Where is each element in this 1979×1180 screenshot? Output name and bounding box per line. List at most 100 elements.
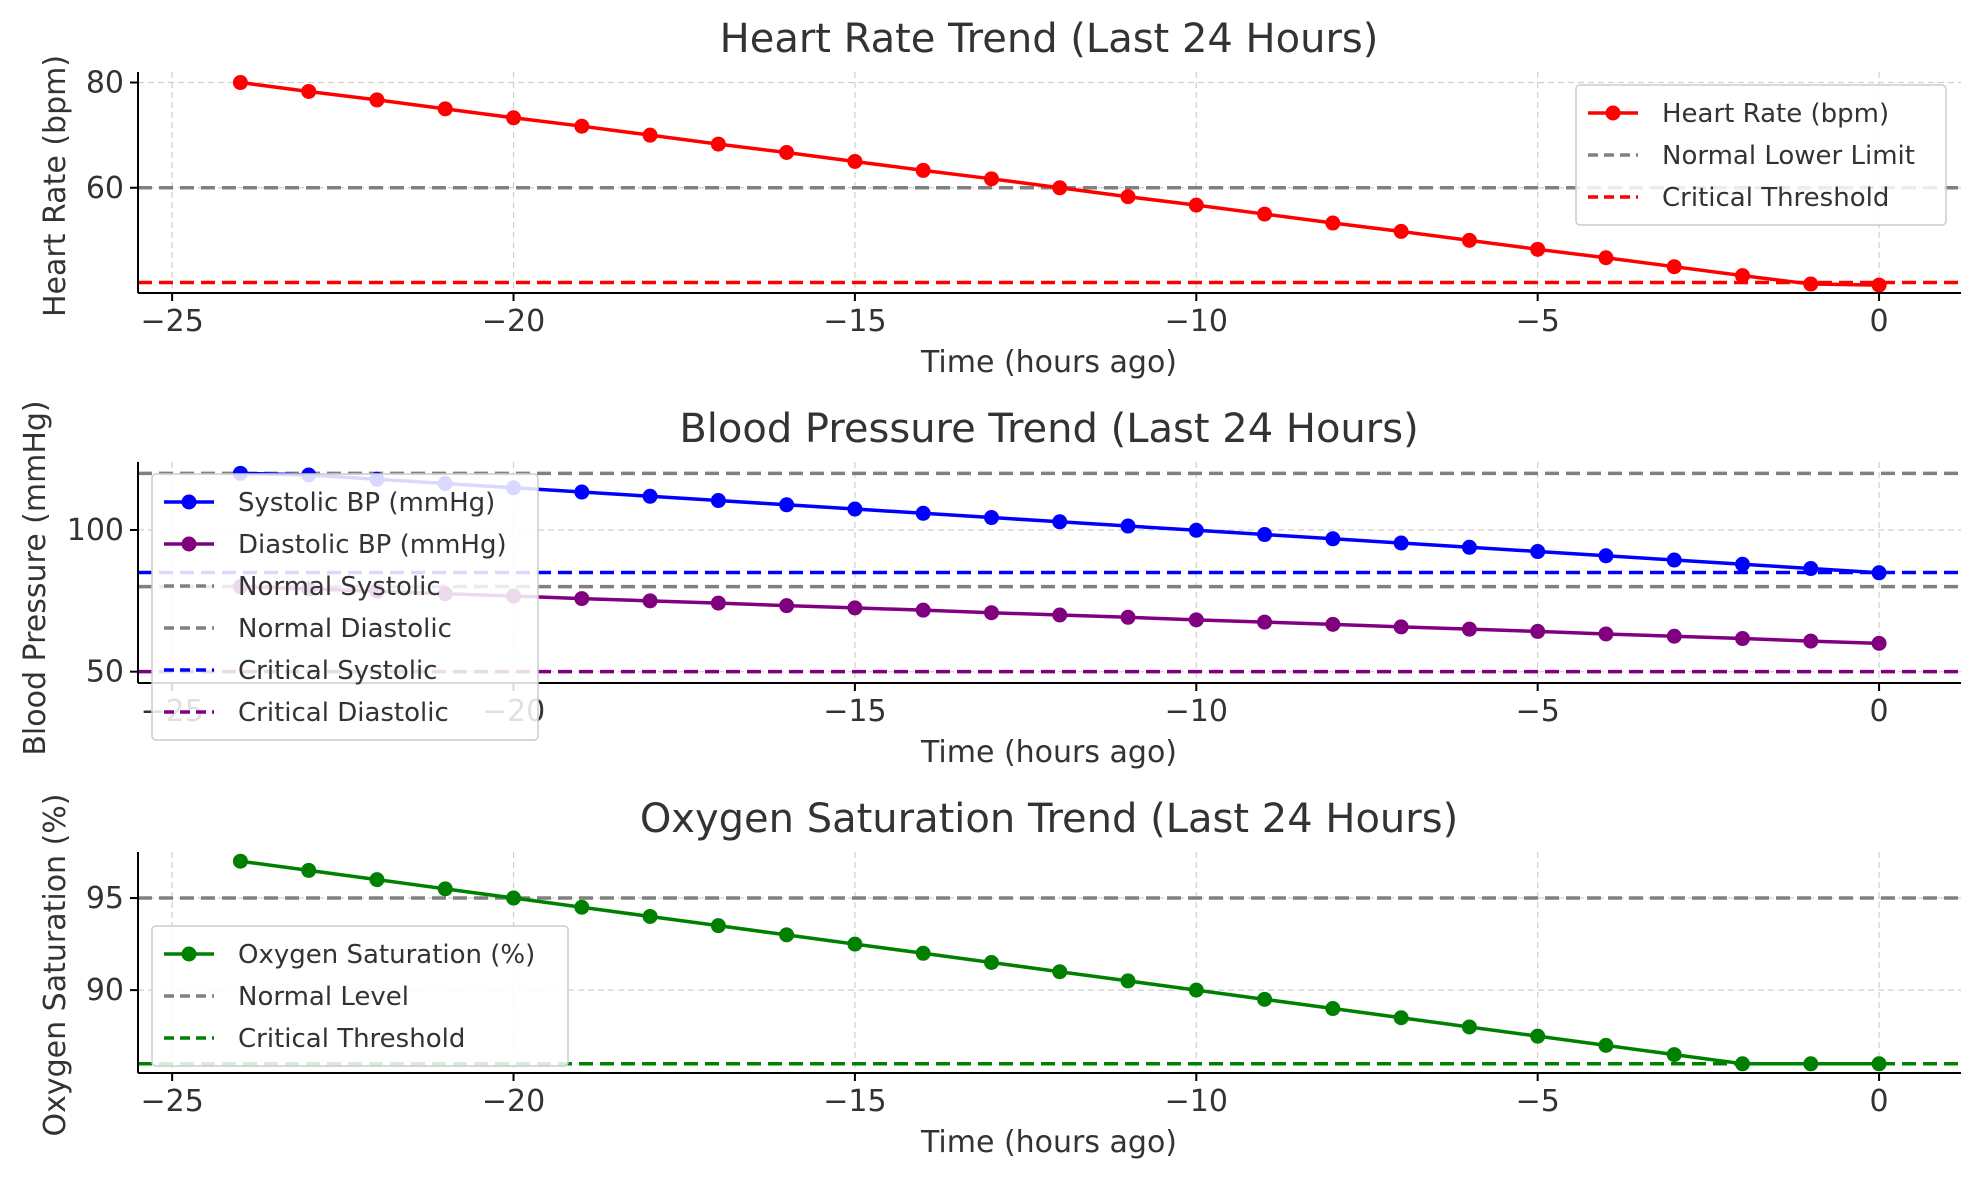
data-point xyxy=(232,853,248,869)
data-point xyxy=(1052,607,1068,623)
data-point xyxy=(1461,539,1477,555)
data-point xyxy=(1666,628,1682,644)
data-point xyxy=(1257,991,1273,1007)
x-axis-label: Time (hours ago) xyxy=(920,345,1177,380)
legend-marker xyxy=(181,536,197,552)
data-point xyxy=(369,872,385,888)
data-point xyxy=(1325,616,1341,632)
data-point xyxy=(369,92,385,108)
x-tick-label: 0 xyxy=(1870,304,1889,339)
legend-label: Critical Threshold xyxy=(238,1024,465,1054)
data-point xyxy=(710,493,726,509)
data-point xyxy=(1188,612,1204,628)
data-point xyxy=(710,918,726,934)
data-point xyxy=(574,484,590,500)
data-point xyxy=(1393,619,1409,635)
data-point xyxy=(1325,1001,1341,1017)
data-point xyxy=(1530,241,1546,257)
x-tick-label: −25 xyxy=(140,1084,203,1119)
data-point xyxy=(915,162,931,178)
data-point xyxy=(1530,544,1546,560)
data-point xyxy=(1257,527,1273,543)
legend-label: Normal Systolic xyxy=(238,572,441,602)
oxygen-saturation-chart: Oxygen Saturation Trend (Last 24 Hours) … xyxy=(38,793,1961,1160)
legend-label: Oxygen Saturation (%) xyxy=(238,940,535,970)
data-point xyxy=(642,488,658,504)
series xyxy=(232,75,1887,293)
axes: −25 −20 −15 −10 −5 0 90 95 xyxy=(86,852,1961,1119)
legend-label: Normal Level xyxy=(238,982,409,1012)
x-tick-label: −20 xyxy=(482,304,545,339)
legend-label: Diastolic BP (mmHg) xyxy=(238,530,507,560)
data-point xyxy=(1325,531,1341,547)
y-tick-label: 100 xyxy=(67,513,124,548)
legend-label: Critical Systolic xyxy=(238,656,437,686)
data-point xyxy=(1598,626,1614,642)
data-point xyxy=(1393,535,1409,551)
data-point xyxy=(1188,197,1204,213)
data-point xyxy=(779,497,795,513)
legend-label: Systolic BP (mmHg) xyxy=(238,488,495,518)
data-point xyxy=(642,908,658,924)
data-point xyxy=(1735,556,1751,572)
data-point xyxy=(574,591,590,607)
data-point xyxy=(1803,276,1819,292)
data-point xyxy=(1666,259,1682,275)
data-point xyxy=(1666,552,1682,568)
legend-marker xyxy=(1605,105,1621,121)
x-tick-label: −10 xyxy=(1165,1084,1228,1119)
data-point xyxy=(506,110,522,126)
x-tick-label: −15 xyxy=(823,694,886,729)
data-point xyxy=(1598,548,1614,564)
legend-label: Normal Lower Limit xyxy=(1662,141,1915,171)
data-point xyxy=(710,136,726,152)
data-point xyxy=(1598,250,1614,266)
data-point xyxy=(1052,964,1068,980)
legend-box xyxy=(151,473,539,741)
data-point xyxy=(1530,1028,1546,1044)
data-point xyxy=(983,510,999,526)
data-point xyxy=(1871,565,1887,581)
data-point xyxy=(1461,1019,1477,1035)
data-point xyxy=(642,593,658,609)
data-point xyxy=(1871,635,1887,651)
data-point xyxy=(710,595,726,611)
data-point xyxy=(1871,277,1887,293)
data-point xyxy=(983,955,999,970)
blood-pressure-chart: Blood Pressure Trend (Last 24 Hours) −25… xyxy=(18,400,1961,770)
x-axis-label: Time (hours ago) xyxy=(920,735,1177,770)
data-point xyxy=(1530,623,1546,639)
legend: Systolic BP (mmHg) Diastolic BP (mmHg) Nor… xyxy=(151,473,539,741)
data-point xyxy=(779,145,795,161)
data-point xyxy=(847,501,863,517)
data-point xyxy=(232,75,248,91)
data-point xyxy=(437,101,453,117)
legend-label: Critical Threshold xyxy=(1662,183,1889,213)
data-point xyxy=(1735,268,1751,284)
data-point xyxy=(1461,232,1477,248)
data-point xyxy=(1052,180,1068,196)
x-tick-label: −15 xyxy=(823,1084,886,1119)
x-tick-label: −25 xyxy=(140,304,203,339)
data-point xyxy=(1393,1010,1409,1026)
legend: Heart Rate (bpm) Normal Lower Limit Critic… xyxy=(1575,84,1947,226)
data-point xyxy=(1666,1047,1682,1063)
data-point xyxy=(437,881,453,897)
data-point xyxy=(779,927,795,943)
x-tick-label: −5 xyxy=(1516,694,1560,729)
data-point xyxy=(779,598,795,614)
x-tick-label: −10 xyxy=(1165,304,1228,339)
chart-title: Oxygen Saturation Trend (Last 24 Hours) xyxy=(640,796,1458,842)
data-point xyxy=(1325,215,1341,231)
data-point xyxy=(1188,982,1204,998)
x-tick-label: −5 xyxy=(1516,1084,1560,1119)
data-point xyxy=(1393,223,1409,239)
data-point xyxy=(1735,631,1751,647)
data-point xyxy=(574,899,590,915)
data-point xyxy=(1257,614,1273,630)
x-tick-label: −5 xyxy=(1516,304,1560,339)
data-point xyxy=(847,153,863,169)
data-point xyxy=(1257,206,1273,222)
y-tick-label: 80 xyxy=(86,66,124,101)
x-tick-label: 0 xyxy=(1870,1084,1889,1119)
